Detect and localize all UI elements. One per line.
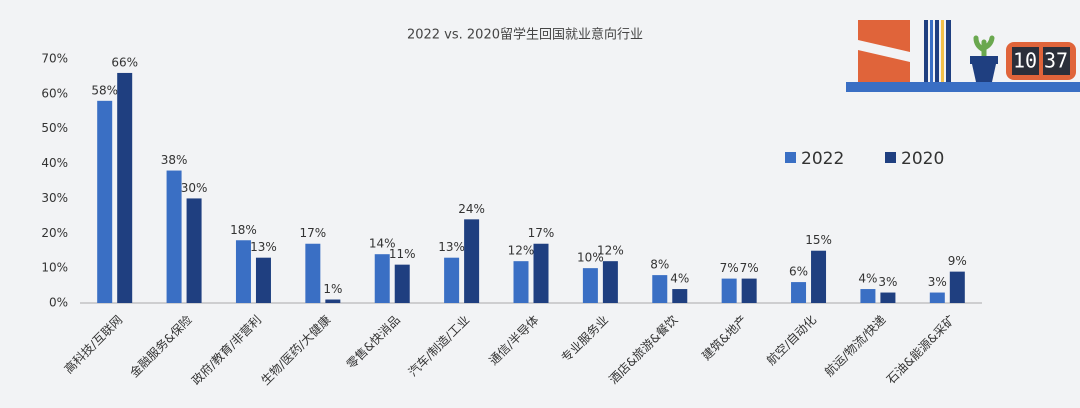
chart-title: 2022 vs. 2020留学生回国就业意向行业 bbox=[407, 27, 643, 43]
value-label: 13% bbox=[250, 240, 277, 254]
clock-minutes: 37 bbox=[1044, 49, 1068, 73]
y-tick-label: 70% bbox=[41, 52, 68, 66]
bar bbox=[672, 289, 688, 303]
bar bbox=[464, 219, 480, 303]
book bbox=[946, 20, 951, 82]
pot bbox=[972, 64, 996, 82]
book bbox=[935, 20, 939, 82]
y-tick-label: 30% bbox=[41, 191, 68, 205]
bar bbox=[444, 257, 460, 303]
bar bbox=[929, 292, 945, 303]
value-label: 15% bbox=[805, 233, 832, 247]
value-label: 9% bbox=[948, 254, 967, 268]
value-label: 6% bbox=[789, 265, 808, 279]
bar bbox=[117, 72, 133, 303]
bar bbox=[880, 292, 896, 303]
value-label: 3% bbox=[928, 275, 947, 289]
y-tick-label: 40% bbox=[41, 156, 68, 170]
clock-hours: 10 bbox=[1013, 49, 1037, 73]
bar bbox=[235, 240, 251, 303]
y-tick-label: 50% bbox=[41, 121, 68, 135]
bar bbox=[791, 282, 807, 303]
value-label: 30% bbox=[181, 181, 208, 195]
value-label: 12% bbox=[597, 244, 624, 258]
bar bbox=[374, 254, 390, 303]
book-stripe bbox=[858, 40, 910, 62]
pot bbox=[970, 56, 998, 64]
value-label: 10% bbox=[577, 251, 604, 265]
value-label: 13% bbox=[438, 240, 465, 254]
bar bbox=[652, 275, 668, 303]
value-label: 17% bbox=[528, 226, 555, 240]
legend-label: 2022 bbox=[801, 149, 844, 169]
value-label: 1% bbox=[323, 282, 342, 296]
value-label: 38% bbox=[161, 153, 188, 167]
value-label: 3% bbox=[878, 275, 897, 289]
value-label: 66% bbox=[111, 55, 138, 69]
bar bbox=[255, 257, 271, 303]
y-tick-label: 20% bbox=[41, 226, 68, 240]
value-label: 17% bbox=[300, 226, 327, 240]
bar bbox=[860, 289, 876, 303]
shelf bbox=[846, 82, 1080, 92]
bar bbox=[949, 271, 965, 303]
bar bbox=[97, 100, 113, 303]
value-label: 7% bbox=[720, 261, 739, 275]
bar bbox=[721, 278, 737, 303]
y-tick-label: 10% bbox=[41, 261, 68, 275]
book bbox=[941, 20, 944, 82]
decoration: 10 37 bbox=[846, 20, 1080, 92]
value-label: 8% bbox=[650, 258, 669, 272]
value-label: 4% bbox=[670, 272, 689, 286]
value-label: 12% bbox=[508, 244, 535, 258]
bar bbox=[741, 278, 757, 303]
bar bbox=[186, 198, 202, 303]
bar bbox=[513, 261, 529, 303]
value-label: 58% bbox=[91, 83, 118, 97]
clock-face bbox=[1012, 47, 1039, 75]
bar bbox=[602, 261, 618, 303]
value-label: 18% bbox=[230, 223, 257, 237]
y-tick-label: 0% bbox=[49, 296, 68, 310]
value-label: 24% bbox=[458, 202, 485, 216]
bar bbox=[582, 268, 598, 303]
book bbox=[930, 20, 933, 82]
value-label: 7% bbox=[740, 261, 759, 275]
value-label: 14% bbox=[369, 237, 396, 251]
y-tick-label: 60% bbox=[41, 86, 68, 100]
legend-swatch bbox=[885, 152, 896, 163]
bar bbox=[811, 250, 827, 303]
bar bbox=[305, 243, 321, 303]
value-label: 4% bbox=[858, 272, 877, 286]
bar bbox=[533, 243, 549, 303]
value-label: 11% bbox=[389, 247, 416, 261]
clock-face bbox=[1043, 47, 1070, 75]
legend-label: 2020 bbox=[901, 149, 944, 169]
bar bbox=[325, 299, 341, 303]
bar bbox=[394, 264, 410, 303]
legend-swatch bbox=[785, 152, 796, 163]
bar bbox=[166, 170, 182, 303]
plant bbox=[973, 35, 995, 61]
book bbox=[924, 20, 928, 82]
